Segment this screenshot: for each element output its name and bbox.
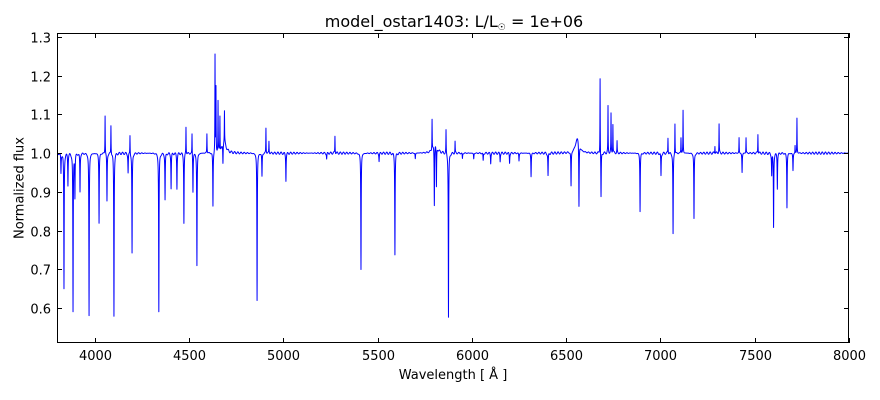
x-axis-label: Wavelength [ Å ] (398, 368, 508, 383)
plot-frame (57, 33, 849, 343)
x-tick-label: 7500 (739, 349, 772, 364)
y-tick-label: 1.1 (30, 109, 51, 124)
y-axis-label: Normalized flux (12, 137, 28, 239)
x-tick-label: 4000 (79, 349, 112, 364)
x-tick-label: 4500 (173, 349, 206, 364)
spectrum-line (57, 53, 849, 318)
x-tick-label: 6000 (456, 349, 489, 364)
title-text: model_ostar1403: L/L (324, 12, 498, 31)
y-tick-label: 0.9 (30, 187, 51, 202)
x-tick-label: 5000 (267, 349, 300, 364)
y-tick-label: 0.6 (30, 303, 51, 318)
y-tick-label: 0.7 (30, 264, 51, 279)
chart-title: model_ostar1403: L/L☉ = 1e+06 (0, 12, 880, 33)
y-tick-label: 1.0 (30, 148, 51, 163)
title-value: = 1e+06 (505, 12, 584, 31)
y-tick-label: 0.8 (30, 226, 51, 241)
title-subscript: ☉ (497, 23, 506, 33)
x-tick-label: 8000 (833, 349, 866, 364)
y-tick-label: 1.3 (30, 32, 51, 47)
x-tick-label: 5500 (362, 349, 395, 364)
x-tick-label: 7000 (644, 349, 677, 364)
x-tick-label: 6500 (550, 349, 583, 364)
y-tick-label: 1.2 (30, 71, 51, 86)
